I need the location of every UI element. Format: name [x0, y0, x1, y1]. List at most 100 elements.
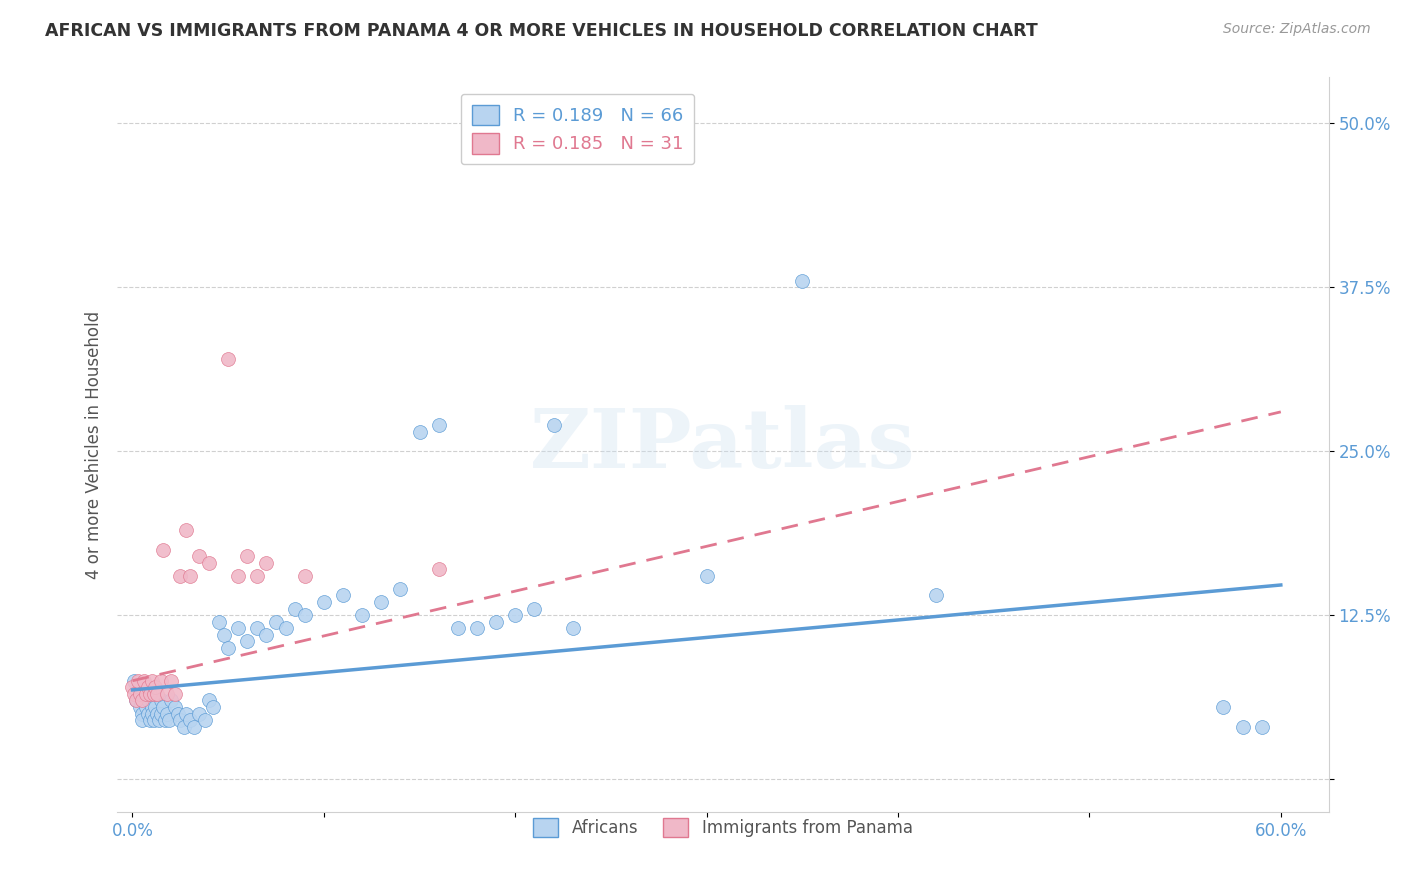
- Point: [150, 706, 173, 721]
- Point: [352, 608, 374, 623]
- Point: [370, 595, 392, 609]
- Point: [179, 713, 201, 727]
- Text: Source: ZipAtlas.com: Source: ZipAtlas.com: [1223, 22, 1371, 37]
- Point: [201, 700, 224, 714]
- Point: [188, 706, 211, 721]
- Point: [146, 706, 169, 721]
- Point: [256, 556, 278, 570]
- Point: [246, 621, 269, 635]
- Point: [131, 693, 153, 707]
- Point: [561, 621, 583, 635]
- Point: [163, 700, 186, 714]
- Point: [465, 621, 488, 635]
- Point: [427, 562, 450, 576]
- Point: [696, 569, 718, 583]
- Point: [332, 589, 354, 603]
- Point: [135, 687, 157, 701]
- Point: [284, 601, 307, 615]
- Point: [174, 706, 197, 721]
- Point: [226, 569, 249, 583]
- Point: [198, 693, 221, 707]
- Point: [207, 615, 229, 629]
- Point: [236, 549, 259, 563]
- Text: ZIPatlas: ZIPatlas: [530, 405, 915, 484]
- Point: [246, 569, 269, 583]
- Point: [179, 569, 201, 583]
- Point: [389, 582, 412, 596]
- Point: [152, 542, 174, 557]
- Point: [125, 693, 148, 707]
- Point: [188, 549, 211, 563]
- Point: [198, 556, 221, 570]
- Point: [146, 687, 169, 701]
- Point: [127, 687, 149, 701]
- Point: [132, 687, 155, 701]
- Point: [925, 589, 948, 603]
- Point: [183, 720, 205, 734]
- Point: [141, 700, 163, 714]
- Point: [141, 673, 163, 688]
- Point: [174, 523, 197, 537]
- Point: [173, 720, 195, 734]
- Point: [131, 706, 153, 721]
- Point: [485, 615, 508, 629]
- Point: [523, 601, 546, 615]
- Point: [1232, 720, 1254, 734]
- Point: [132, 673, 155, 688]
- Point: [543, 417, 565, 432]
- Point: [427, 417, 450, 432]
- Point: [121, 680, 143, 694]
- Point: [127, 673, 149, 688]
- Point: [145, 700, 167, 714]
- Point: [150, 673, 173, 688]
- Point: [124, 673, 146, 688]
- Point: [264, 615, 287, 629]
- Text: AFRICAN VS IMMIGRANTS FROM PANAMA 4 OR MORE VEHICLES IN HOUSEHOLD CORRELATION CH: AFRICAN VS IMMIGRANTS FROM PANAMA 4 OR M…: [45, 22, 1038, 40]
- Point: [142, 713, 165, 727]
- Point: [152, 700, 174, 714]
- Point: [169, 713, 191, 727]
- Point: [217, 640, 239, 655]
- Point: [159, 673, 181, 688]
- Point: [167, 706, 190, 721]
- Point: [131, 713, 153, 727]
- Point: [226, 621, 249, 635]
- Point: [156, 706, 179, 721]
- Point: [312, 595, 335, 609]
- Point: [503, 608, 526, 623]
- Point: [145, 680, 167, 694]
- Point: [256, 628, 278, 642]
- Point: [150, 693, 173, 707]
- Point: [136, 693, 159, 707]
- Point: [124, 687, 146, 701]
- Point: [194, 713, 217, 727]
- Point: [153, 713, 176, 727]
- Point: [169, 569, 191, 583]
- Point: [792, 274, 814, 288]
- Point: [294, 569, 316, 583]
- Y-axis label: 4 or more Vehicles in Household: 4 or more Vehicles in Household: [86, 310, 103, 579]
- Point: [294, 608, 316, 623]
- Point: [1212, 700, 1234, 714]
- Point: [135, 700, 157, 714]
- Point: [141, 706, 163, 721]
- Point: [142, 687, 165, 701]
- Point: [138, 687, 160, 701]
- Point: [163, 687, 186, 701]
- Point: [408, 425, 430, 439]
- Point: [214, 628, 236, 642]
- Point: [125, 693, 148, 707]
- Point: [217, 352, 239, 367]
- Point: [159, 693, 181, 707]
- Point: [274, 621, 297, 635]
- Point: [157, 713, 180, 727]
- Point: [129, 687, 152, 701]
- Legend: Africans, Immigrants from Panama: Africans, Immigrants from Panama: [527, 812, 920, 844]
- Point: [148, 713, 170, 727]
- Point: [156, 687, 179, 701]
- Point: [136, 680, 159, 694]
- Point: [447, 621, 470, 635]
- Point: [1250, 720, 1272, 734]
- Point: [136, 706, 159, 721]
- Point: [138, 713, 160, 727]
